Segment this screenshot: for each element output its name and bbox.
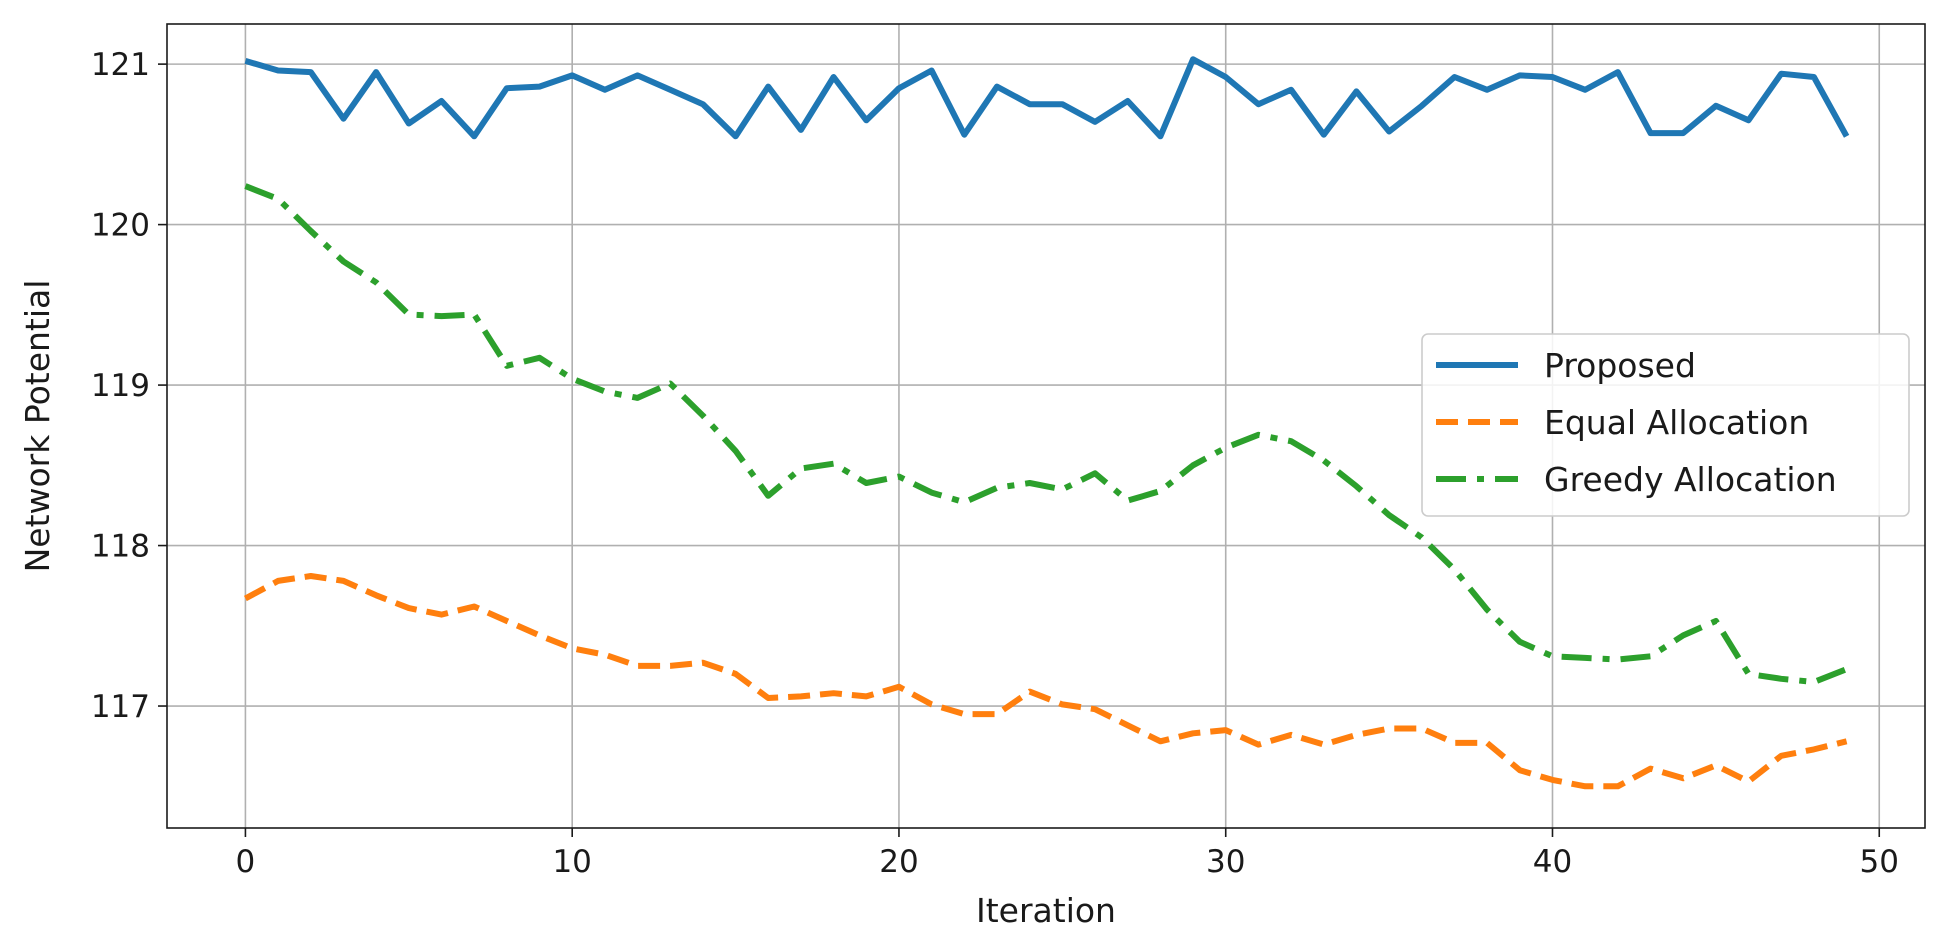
series-line-proposed: [244, 56, 1850, 140]
legend-label: Equal Allocation: [1544, 403, 1809, 442]
y-tick-label: 120: [91, 208, 150, 244]
x-tick-label: 50: [1860, 844, 1899, 880]
y-tick-label: 121: [91, 47, 150, 83]
axes-frame: [166, 23, 1926, 829]
axis-ticks: 0 10 20 30 40 50 117 118 119 120 121: [91, 47, 1899, 880]
y-axis-label: Network Potential: [18, 280, 57, 573]
x-axis-label: Iteration: [976, 891, 1116, 930]
legend: Proposed Equal Allocation Greedy Allocatio…: [1421, 333, 1910, 517]
y-tick-label: 118: [91, 529, 150, 565]
y-tick-label: 117: [91, 689, 150, 725]
series-lines: [243, 56, 1850, 790]
x-tick-label: 40: [1533, 844, 1572, 880]
series-line-equal-allocation: [243, 573, 1848, 790]
x-tick-label: 0: [236, 844, 256, 880]
x-tick-label: 30: [1206, 844, 1245, 880]
y-tick-label: 119: [91, 368, 150, 404]
series-line-greedy-allocation: [244, 183, 1848, 685]
legend-label: Greedy Allocation: [1544, 460, 1837, 499]
x-tick-label: 10: [552, 844, 591, 880]
legend-label: Proposed: [1544, 346, 1696, 385]
x-tick-label: 20: [879, 844, 918, 880]
legend-box: [1421, 333, 1910, 517]
